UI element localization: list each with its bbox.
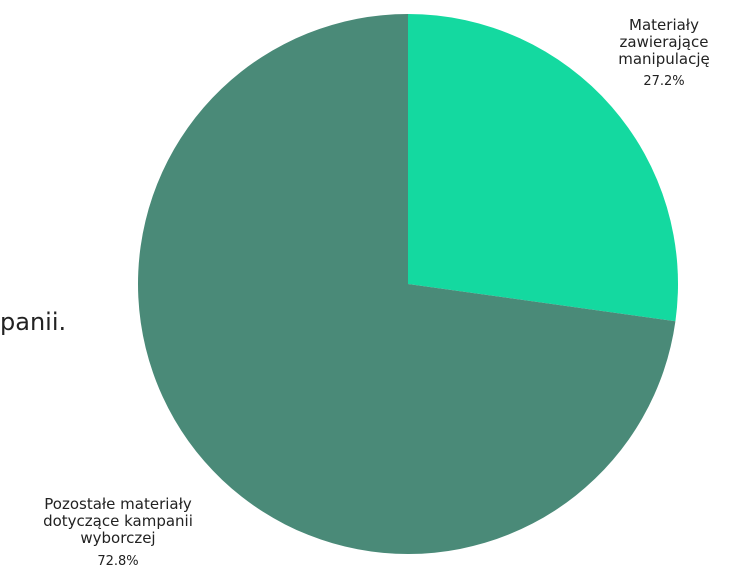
slice-label-line: manipulację bbox=[618, 50, 710, 68]
slice-label-line: Pozostałe materiały bbox=[44, 495, 192, 513]
slice-label-line: dotyczące kampanii bbox=[43, 512, 193, 530]
background-text-fragment: panii. bbox=[0, 308, 67, 336]
pie-slice-2 bbox=[137, 14, 676, 554]
slice-label-line: wyborczej bbox=[80, 529, 155, 547]
slice-percent-label: 72.8% bbox=[97, 554, 138, 569]
slice-percent-label: 27.2% bbox=[643, 74, 684, 89]
slice-label-line: Materiały bbox=[629, 16, 699, 34]
slice-label-line: zawierające bbox=[620, 33, 709, 51]
pie-slice-1 bbox=[408, 14, 678, 322]
